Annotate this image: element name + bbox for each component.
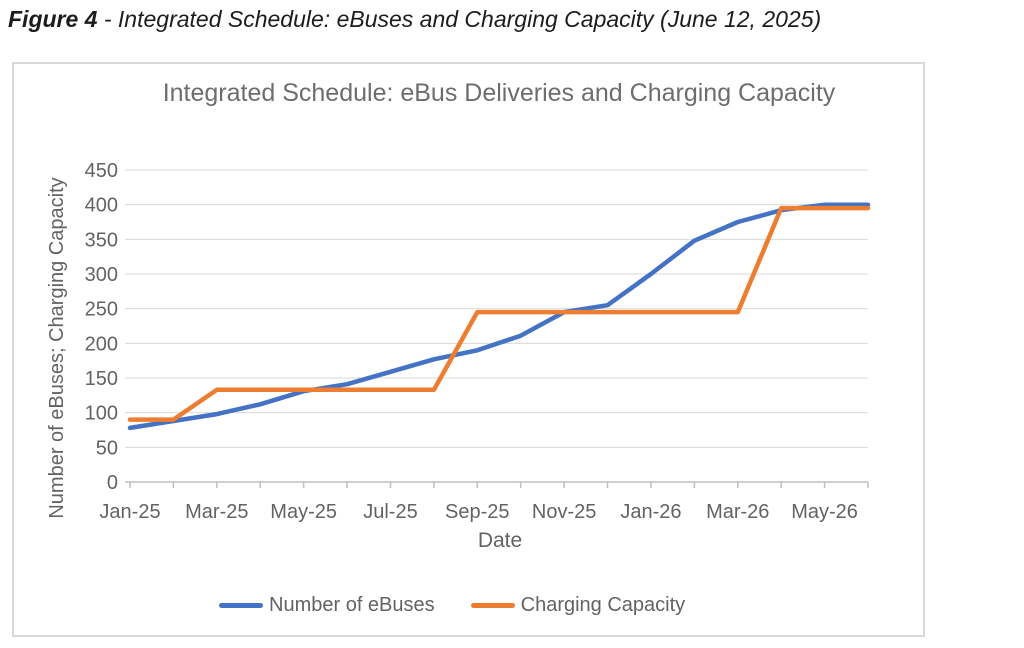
chart-plot: 0 50 100 150 200 250 300 350 400 450 Jan-25 Mar-25 M… xyxy=(85,160,871,523)
legend-label-charging: Charging Capacity xyxy=(520,593,686,616)
y-tick-label: 300 xyxy=(85,264,118,286)
x-tick-label: Nov-25 xyxy=(532,501,596,523)
legend-item-charging: Charging Capacity xyxy=(470,593,686,617)
chart-container: Integrated Schedule: eBus Deliveries and… xyxy=(12,62,925,637)
x-tick-label: Mar-25 xyxy=(185,501,248,523)
legend-swatch-charging xyxy=(470,602,515,608)
legend-swatch-ebuses xyxy=(219,602,263,608)
chart-title: Integrated Schedule: eBus Deliveries and… xyxy=(162,79,836,107)
legend-label-ebuses: Number of eBuses xyxy=(269,593,435,616)
x-tick-label: Jan-26 xyxy=(620,501,681,523)
legend-item-ebuses: Number of eBuses xyxy=(219,594,435,617)
x-tick-label: Jan-25 xyxy=(99,501,160,523)
y-tick-label: 250 xyxy=(85,299,118,321)
x-tick-label: May-25 xyxy=(270,501,337,523)
y-tick-label: 100 xyxy=(85,403,118,425)
y-tick-label: 400 xyxy=(85,195,118,217)
figure-caption-label: Figure 4 xyxy=(8,6,98,32)
figure-caption-text: - Integrated Schedule: eBuses and Chargi… xyxy=(97,6,822,32)
y-axis-title: Number of eBuses; Charging Capacity xyxy=(46,177,68,519)
y-tick-label: 200 xyxy=(85,333,118,355)
y-tick-label: 50 xyxy=(96,437,118,459)
chart-legend: Number of eBuses Charging Capacity xyxy=(219,592,685,618)
x-tick-label: May-26 xyxy=(791,501,858,523)
x-tick-label: Jul-25 xyxy=(363,501,417,523)
x-axis-title: Date xyxy=(477,529,523,552)
x-tick-label: Sep-25 xyxy=(445,501,510,523)
y-tick-label: 350 xyxy=(85,229,118,251)
x-tick-label: Mar-26 xyxy=(706,501,769,523)
y-tick-label: 450 xyxy=(85,160,118,182)
figure-caption: Figure 4 - Integrated Schedule: eBuses a… xyxy=(8,6,1016,33)
series-line-charging xyxy=(127,205,871,422)
y-tick-label: 0 xyxy=(107,472,118,494)
y-tick-label: 150 xyxy=(85,368,118,390)
series-line-ebuses xyxy=(127,202,871,431)
